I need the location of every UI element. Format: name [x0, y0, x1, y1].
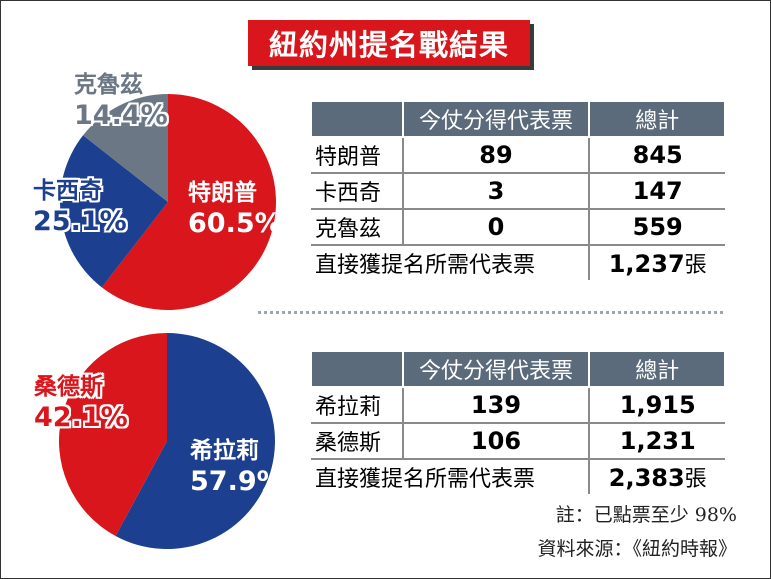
pie-slice-特朗普 — [101, 94, 276, 310]
republican-results-table: 今仗分得代表票 總計 特朗普 89 845 卡西奇 3 147 克魯茲 0 55… — [310, 100, 726, 280]
pie1-name-kasich: 卡西奇 — [33, 178, 102, 204]
row-name: 希拉莉 — [311, 387, 404, 424]
row-total: 559 — [589, 209, 725, 246]
pie2-label-sanders: 桑德斯 42.1% — [34, 374, 128, 434]
pie1-value-kasich: 25.1% — [33, 205, 127, 237]
pie2-label-clinton: 希拉莉 57.9% — [190, 438, 284, 498]
row-name: 桑德斯 — [311, 423, 404, 460]
table-header-row: 今仗分得代表票 總計 — [310, 100, 726, 138]
pie-slice-克魯茲 — [83, 94, 168, 202]
pie2-name-clinton: 希拉莉 — [190, 438, 259, 464]
pie2-name-sanders: 桑德斯 — [34, 374, 103, 400]
pie1-name-cruz: 克魯茲 — [74, 72, 143, 98]
pie1-value-trump: 60.5% — [188, 207, 282, 239]
pie1-label-cruz: 克魯茲 14.4% — [74, 72, 168, 132]
row-total: 1,231 — [589, 423, 725, 460]
required-value: 1,237 — [608, 250, 685, 278]
row-delegates: 106 — [402, 423, 591, 460]
required-row: 直接獲提名所需代表票 1,237張 — [311, 245, 725, 280]
row-total: 147 — [589, 173, 725, 210]
republican-pie-chart — [59, 94, 276, 310]
pie2-value-sanders: 42.1% — [34, 401, 128, 433]
section-divider — [258, 311, 723, 314]
header-blank — [310, 100, 404, 138]
pie1-label-trump: 特朗普 60.5% — [188, 180, 282, 240]
pie-slice-希拉莉 — [115, 333, 275, 549]
pie1-value-cruz: 14.4% — [74, 99, 168, 131]
pie-slice-卡西奇 — [59, 135, 168, 288]
table-row: 特朗普 89 845 — [311, 137, 725, 174]
header-total: 總計 — [588, 350, 726, 388]
table-row: 希拉莉 139 1,915 — [311, 387, 725, 424]
table-row: 克魯茲 0 559 — [311, 209, 725, 246]
header-total: 總計 — [588, 100, 726, 138]
table-header-row: 今仗分得代表票 總計 — [310, 350, 726, 388]
required-label: 直接獲提名所需代表票 — [311, 459, 591, 494]
pie2-value-clinton: 57.9% — [190, 465, 284, 497]
chart-title: 紐約州提名戰結果 — [248, 20, 530, 66]
row-delegates: 89 — [402, 137, 591, 174]
footnote: 註：已點票至少 98% — [555, 504, 737, 526]
required-row: 直接獲提名所需代表票 2,383張 — [311, 459, 725, 494]
row-name: 特朗普 — [311, 137, 404, 174]
row-delegates: 139 — [402, 387, 591, 424]
pie1-name-trump: 特朗普 — [188, 180, 257, 206]
democratic-pie-chart — [58, 333, 275, 549]
required-unit: 張 — [684, 467, 707, 492]
table-row: 桑德斯 106 1,231 — [311, 423, 725, 460]
democratic-results-table: 今仗分得代表票 總計 希拉莉 139 1,915 桑德斯 106 1,231 直… — [310, 350, 726, 494]
header-delegates: 今仗分得代表票 — [401, 100, 591, 138]
row-name: 卡西奇 — [311, 173, 404, 210]
row-delegates: 0 — [402, 209, 591, 246]
pie1-label-kasich: 卡西奇 25.1% — [33, 178, 127, 238]
row-delegates: 3 — [402, 173, 591, 210]
row-name: 克魯茲 — [311, 209, 404, 246]
required-label: 直接獲提名所需代表票 — [311, 245, 591, 280]
required-unit: 張 — [684, 253, 707, 278]
pie-slice-桑德斯 — [58, 333, 167, 536]
required-value: 2,383 — [608, 464, 685, 492]
required-cell: 1,237張 — [588, 245, 725, 280]
row-total: 845 — [589, 137, 725, 174]
table-row: 卡西奇 3 147 — [311, 173, 725, 210]
header-blank — [310, 350, 404, 388]
header-delegates: 今仗分得代表票 — [401, 350, 591, 388]
row-total: 1,915 — [589, 387, 725, 424]
required-cell: 2,383張 — [588, 459, 725, 494]
source-credit: 資料來源：《紐約時報》 — [537, 538, 737, 560]
